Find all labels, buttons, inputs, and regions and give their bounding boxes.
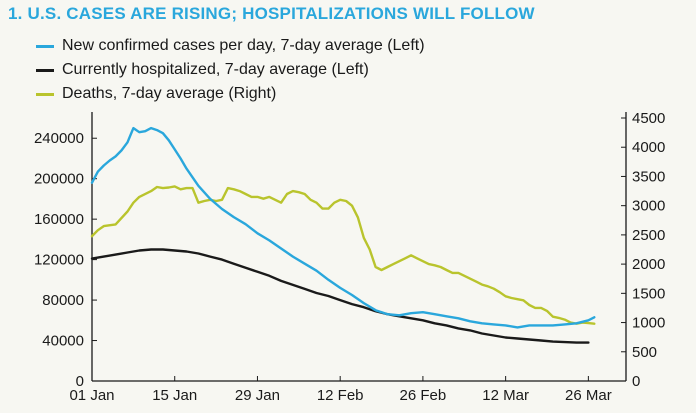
right-tick-label: 2500 [632, 227, 665, 244]
legend-item-hospitalized: Currently hospitalized, 7-day average (L… [36, 58, 425, 82]
legend-label-hospitalized: Currently hospitalized, 7-day average (L… [62, 61, 369, 78]
series-line-cases [90, 126, 596, 329]
left-tick-label: 160000 [34, 211, 84, 228]
left-tick-label: 240000 [34, 130, 84, 147]
right-tick-label: 1500 [632, 285, 665, 302]
right-tick-label: 4500 [632, 110, 665, 127]
right-tick-label: 3500 [632, 168, 665, 185]
left-tick-label: 0 [76, 373, 84, 390]
left-tick-label: 80000 [42, 292, 84, 309]
x-tick-label: 12 Mar [482, 387, 529, 404]
legend-item-cases: New confirmed cases per day, 7-day avera… [36, 34, 425, 58]
x-tick-label: 26 Mar [565, 387, 612, 404]
legend-label-deaths: Deaths, 7-day average (Right) [62, 85, 277, 102]
left-tick-label: 120000 [34, 252, 84, 269]
right-tick-label: 3000 [632, 198, 665, 215]
left-tick-label: 200000 [34, 171, 84, 188]
legend: New confirmed cases per day, 7-day avera… [36, 34, 425, 106]
x-tick-label: 15 Jan [152, 387, 197, 404]
right-tick-label: 0 [632, 373, 640, 390]
right-tick-label: 1000 [632, 315, 665, 332]
right-tick-label: 4000 [632, 139, 665, 156]
left-tick-label: 40000 [42, 333, 84, 350]
x-tick-label: 01 Jan [69, 387, 114, 404]
x-tick-label: 26 Feb [400, 387, 447, 404]
legend-item-deaths: Deaths, 7-day average (Right) [36, 82, 425, 106]
legend-swatch-deaths [36, 92, 54, 96]
x-tick-label: 12 Feb [317, 387, 364, 404]
legend-label-cases: New confirmed cases per day, 7-day avera… [62, 37, 425, 54]
legend-swatch-cases [36, 44, 54, 48]
series-line-deaths [90, 185, 596, 325]
chart-title: 1. U.S. CASES ARE RISING; HOSPITALIZATIO… [8, 4, 535, 23]
x-tick-label: 29 Jan [235, 387, 280, 404]
series-line-hosp [90, 248, 590, 344]
right-tick-label: 2000 [632, 256, 665, 273]
legend-swatch-hospitalized [36, 68, 54, 72]
right-tick-label: 500 [632, 344, 657, 361]
